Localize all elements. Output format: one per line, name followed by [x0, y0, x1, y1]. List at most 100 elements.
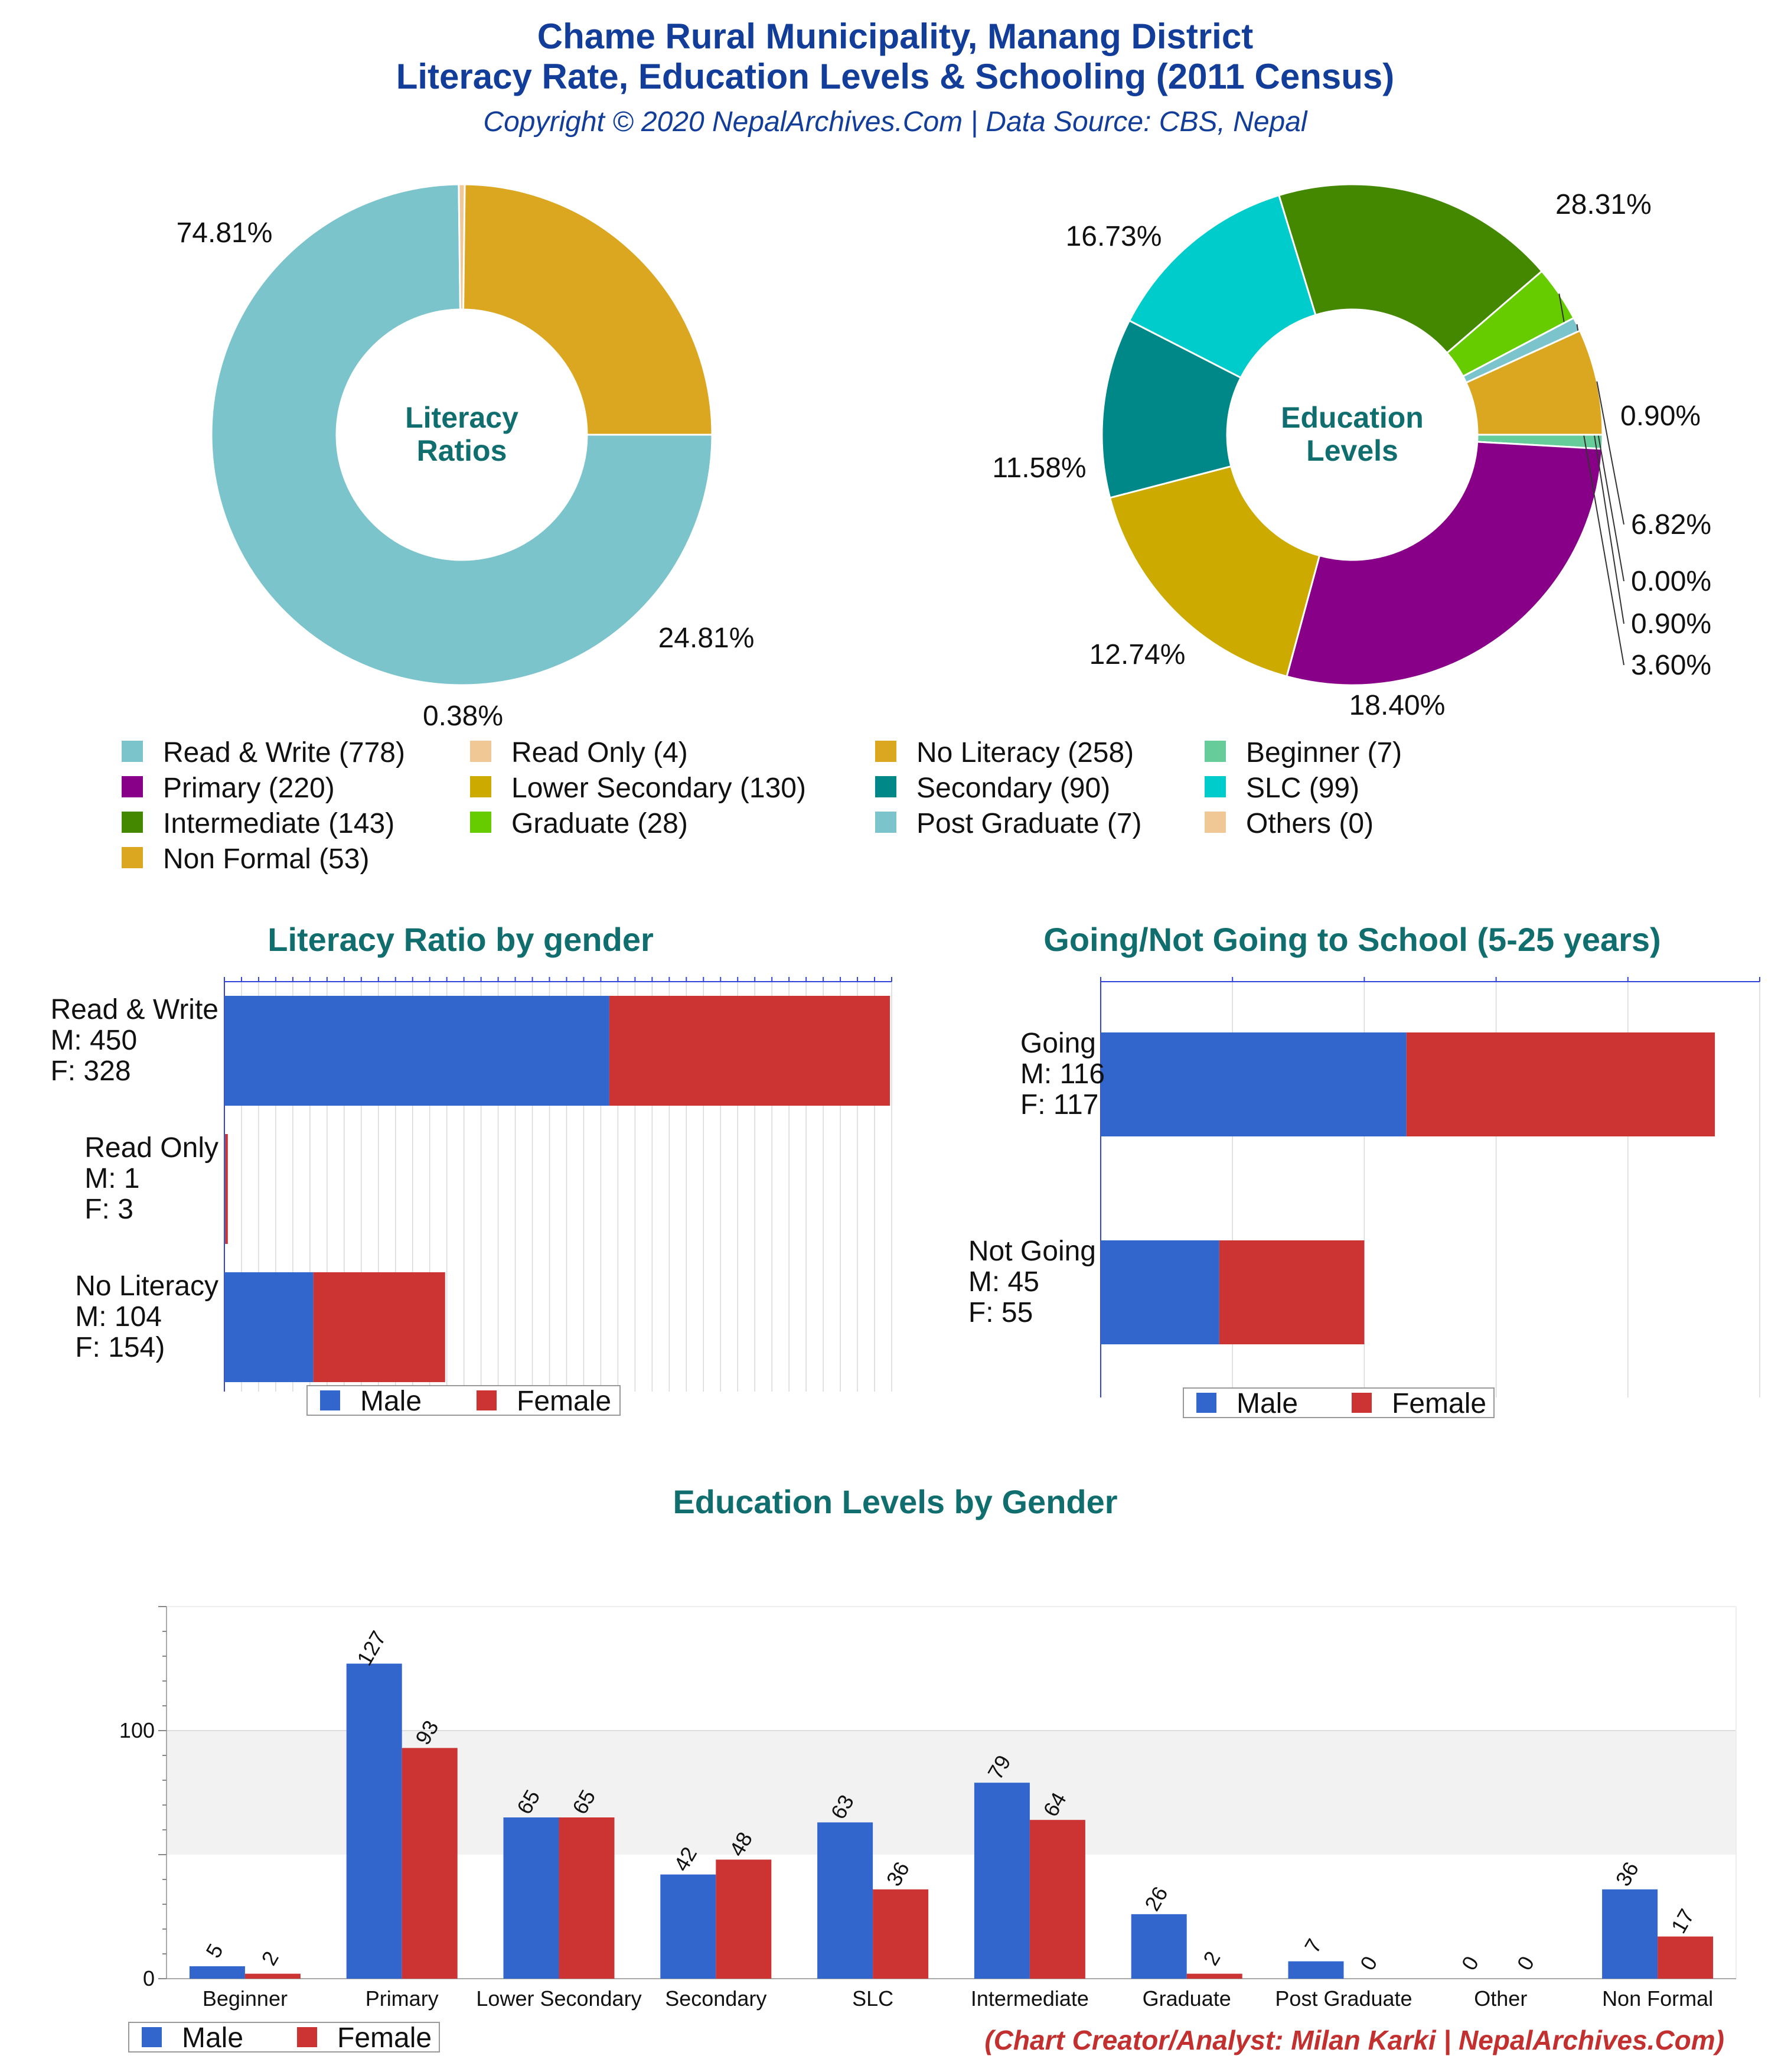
legend-label: Female: [337, 2022, 432, 2054]
slice-percent-label: 16.73%: [1066, 221, 1162, 252]
category-label: No Literacy: [75, 1270, 218, 1302]
bar-male: [1101, 1032, 1407, 1136]
legend-swatch: [875, 812, 896, 833]
gender-legend-box: [1183, 1387, 1495, 1418]
donut-slice-primary: [1286, 441, 1603, 686]
legend-swatch: [122, 741, 143, 762]
legend-label: Lower Secondary (130): [511, 773, 806, 804]
legend-swatch: [470, 741, 491, 762]
bar-female: [559, 1817, 615, 1979]
bar-female: [244, 1973, 301, 1979]
legend-swatch: [875, 776, 896, 797]
category-label: Going: [1020, 1028, 1096, 1059]
education-levels-donut-chart: 0.90% 28.31% 16.73% 11.58% 12.74% 18.40% 3.60%…: [992, 183, 1711, 721]
donut-center-label: Levels: [1306, 434, 1398, 467]
donut-legend: Read & Write (778) Read Only (4) No Litera…: [122, 737, 1402, 875]
legend-label: Female: [1392, 1388, 1486, 1419]
slice-percent-label: 0.00%: [1631, 566, 1711, 597]
donut-slice-no-literacy: [462, 183, 713, 436]
bar-male: [189, 1966, 245, 1979]
bar-female: [873, 1889, 929, 1979]
bar-female: [716, 1859, 772, 1979]
page-title-line-2: Literacy Rate, Education Levels & School…: [396, 57, 1395, 96]
legend-swatch: [1352, 1393, 1372, 1413]
slice-percent-label: 11.58%: [992, 452, 1086, 484]
category-label: M: 1: [84, 1163, 139, 1194]
category-label: F: 154): [75, 1332, 165, 1363]
category-label: F: 328: [50, 1055, 131, 1087]
category-label: F: 3: [84, 1194, 133, 1225]
school-going-title: Going/Not Going to School (5-25 years): [1043, 921, 1660, 958]
legend-label: Intermediate (143): [163, 808, 394, 839]
donut-center-label: Ratios: [417, 434, 507, 467]
chart-credit: (Chart Creator/Analyst: Milan Karki | Ne…: [984, 2025, 1724, 2055]
donut-center-label: Literacy: [405, 401, 518, 434]
legend-swatch: [122, 812, 143, 833]
bar-male: [974, 1783, 1030, 1979]
category-label: M: 45: [968, 1266, 1039, 1298]
bar-female: [1029, 1820, 1085, 1979]
legend-swatch: [1205, 776, 1226, 797]
bar-female: [313, 1272, 445, 1382]
bar-female: [402, 1748, 458, 1979]
legend-label: Read & Write (778): [163, 737, 405, 768]
slice-leader-line: [1596, 381, 1624, 525]
x-category-label: Graduate: [1143, 1986, 1231, 2011]
legend-label: Female: [517, 1386, 611, 1417]
category-label: F: 55: [968, 1297, 1033, 1328]
legend-label: Beginner (7): [1246, 737, 1402, 768]
y-tick-label: 100: [119, 1718, 155, 1742]
y-tick-label: 0: [143, 1966, 155, 1990]
bar-female: [225, 1134, 228, 1244]
x-category-label: Lower Secondary: [476, 1986, 641, 2011]
x-category-label: SLC: [852, 1986, 893, 2011]
legend-swatch: [1205, 812, 1226, 833]
legend-label: Read Only (4): [511, 737, 688, 768]
x-category-label: Secondary: [665, 1986, 766, 2011]
bar-male: [346, 1663, 402, 1979]
page-title-line-1: Chame Rural Municipality, Manang Distric…: [537, 17, 1253, 56]
donut-center-label: Education: [1281, 401, 1424, 434]
legend-label: No Literacy (258): [916, 737, 1134, 768]
x-category-label: Non Formal: [1602, 1986, 1713, 2011]
slice-percent-label: 3.60%: [1631, 650, 1711, 681]
slice-percent-label: 6.82%: [1631, 509, 1711, 540]
bar-male: [503, 1817, 559, 1979]
category-label: M: 450: [50, 1025, 137, 1056]
x-category-label: Post Graduate: [1275, 1986, 1412, 2011]
slice-percent-label: 12.74%: [1089, 639, 1186, 670]
bar-male: [224, 996, 609, 1106]
legend-label: Male: [1237, 1388, 1298, 1419]
category-label: F: 117: [1020, 1089, 1099, 1120]
slice-percent-label: 74.81%: [177, 217, 273, 249]
bar-male: [224, 1134, 226, 1244]
legend-label: Primary (220): [163, 773, 335, 804]
legend-label: Post Graduate (7): [916, 808, 1142, 839]
page-subtitle: Copyright © 2020 NepalArchives.Com | Dat…: [483, 106, 1307, 138]
bar-female: [1658, 1936, 1714, 1979]
bar-male: [1288, 1961, 1344, 1979]
legend-label: Others (0): [1246, 808, 1374, 839]
gender-legend-box: [128, 2022, 440, 2053]
slice-percent-label: 18.40%: [1349, 690, 1446, 721]
legend-swatch: [470, 812, 491, 833]
bar-male: [1602, 1889, 1658, 1979]
legend-label: Male: [182, 2022, 243, 2054]
legend-label: SLC (99): [1246, 773, 1359, 804]
bar-male: [224, 1272, 314, 1382]
education-by-gender-title: Education Levels by Gender: [673, 1483, 1117, 1520]
bar-male: [1131, 1914, 1187, 1979]
legend-swatch: [122, 776, 143, 797]
legend-swatch: [477, 1390, 497, 1410]
category-label: Read & Write: [50, 994, 218, 1025]
category-label: M: 104: [75, 1301, 162, 1333]
donut-slice-lower-secondary: [1108, 465, 1321, 678]
slice-percent-label: 0.90%: [1631, 608, 1711, 640]
bar-male: [660, 1874, 716, 1979]
x-category-label: Beginner: [203, 1986, 288, 2011]
legend-swatch: [470, 776, 491, 797]
x-category-label: Primary: [366, 1986, 439, 2011]
